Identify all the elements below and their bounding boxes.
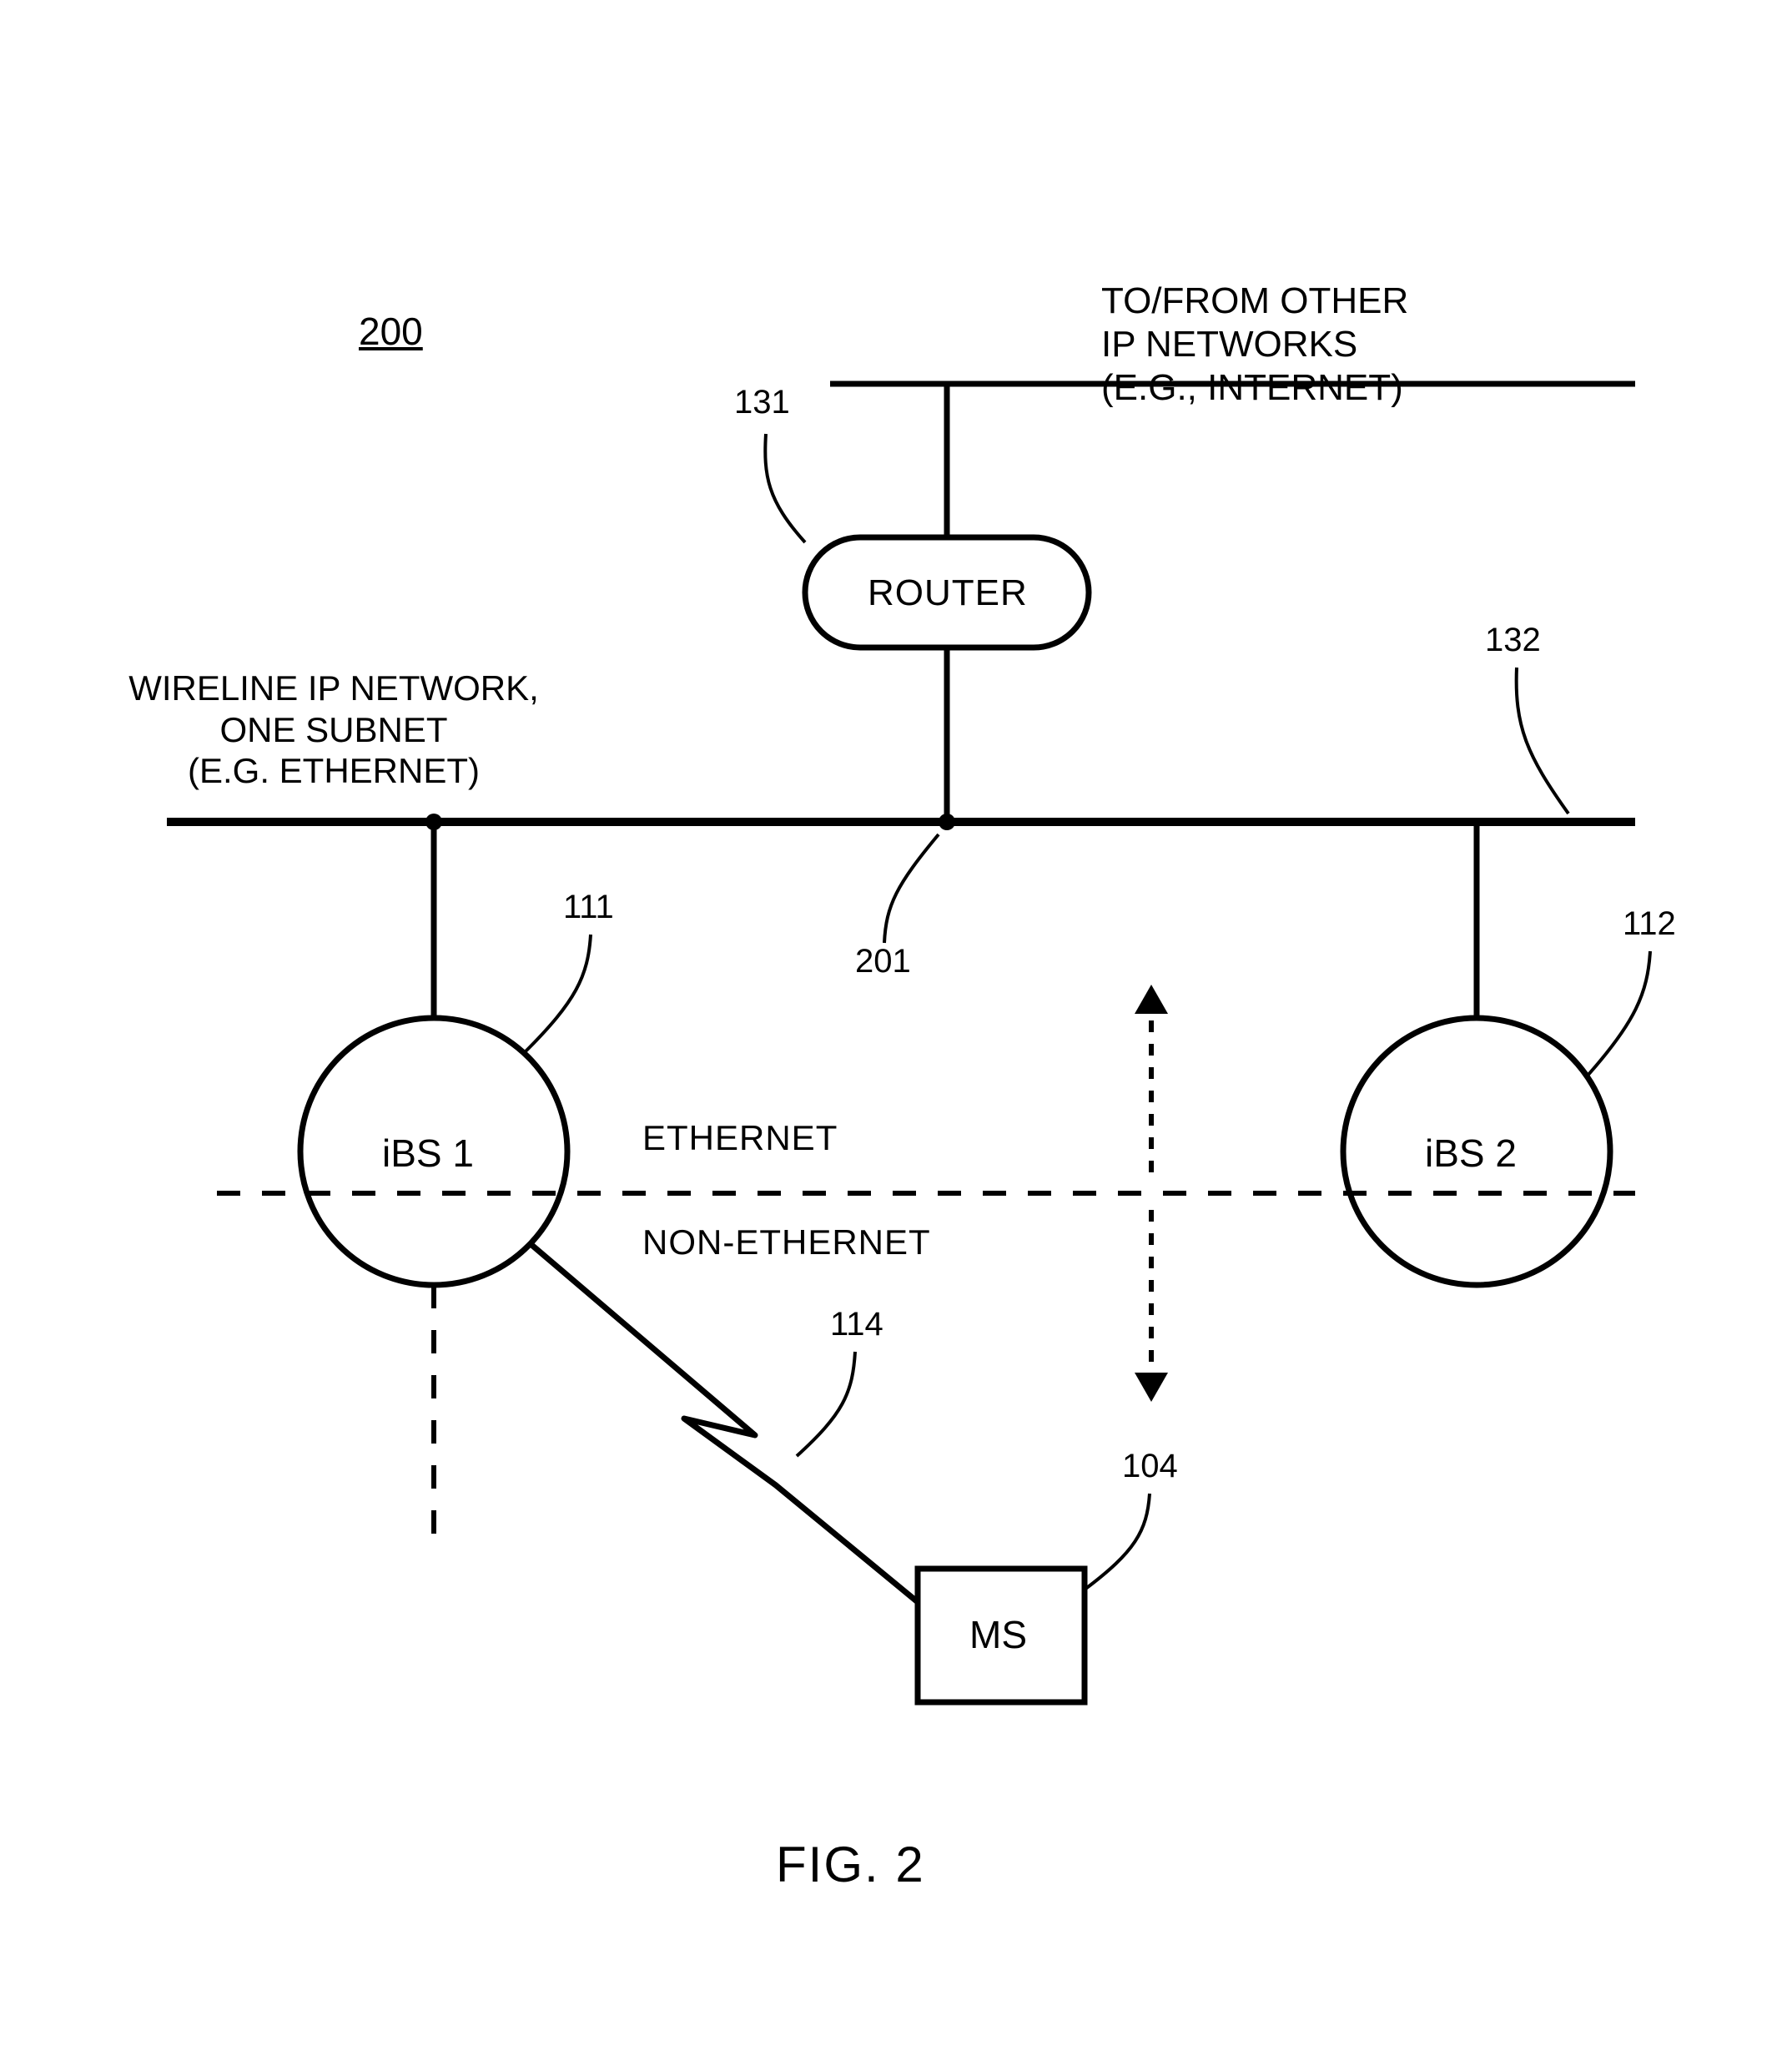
ref-112: 112	[1623, 905, 1676, 943]
lead-114	[797, 1352, 855, 1456]
ms-label: MS	[969, 1612, 1027, 1657]
lead-201	[884, 834, 939, 943]
divider-top-label: ETHERNET	[642, 1118, 838, 1158]
router-bus-dot	[939, 814, 955, 830]
router-label: ROUTER	[868, 572, 1028, 614]
lead-104	[1085, 1494, 1150, 1590]
figure-caption: FIG. 2	[776, 1836, 925, 1893]
ref-201: 201	[855, 943, 911, 980]
ibs1-label: iBS 1	[382, 1131, 474, 1176]
ref-104: 104	[1122, 1448, 1178, 1485]
ref-131: 131	[734, 384, 790, 421]
wireless-link	[530, 1243, 918, 1602]
figure-id: 200	[359, 309, 423, 354]
ibs1-bus-dot	[425, 814, 442, 830]
ibs2-label: iBS 2	[1425, 1131, 1517, 1176]
ref-114: 114	[830, 1306, 883, 1343]
label-top-networks: TO/FROM OTHER IP NETWORKS (E.G., INTERNE…	[1101, 280, 1408, 410]
lead-132	[1517, 668, 1568, 814]
divider-bottom-label: NON-ETHERNET	[642, 1222, 931, 1262]
lead-131	[765, 434, 805, 542]
ref-132: 132	[1485, 622, 1541, 659]
lead-112	[1587, 951, 1650, 1076]
lead-111	[526, 935, 591, 1051]
label-subnet: WIRELINE IP NETWORK, ONE SUBNET (E.G. ET…	[108, 668, 559, 792]
ref-111: 111	[563, 889, 614, 926]
